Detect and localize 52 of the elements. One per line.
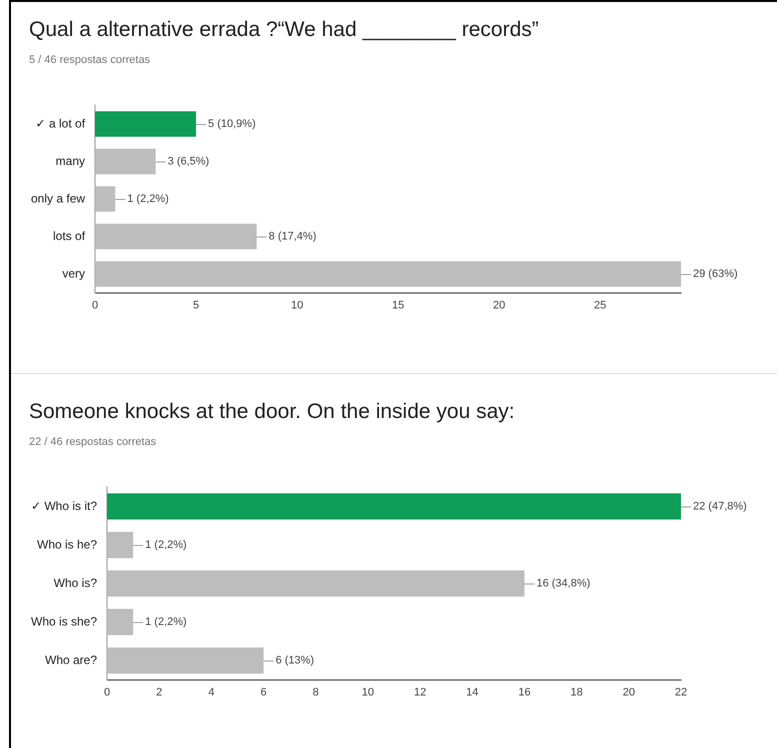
x-tick-label: 8 (312, 686, 319, 698)
x-tick-label: 10 (290, 299, 304, 312)
y-tick-label: very (62, 266, 86, 280)
data-label: 22 (47,8%) (693, 500, 747, 512)
chart-subtitle: 22 / 46 respostas corretas (29, 436, 158, 448)
chart-title: Someone knocks at the door. On the inside you say: (29, 400, 516, 424)
x-tick-label: 22 (674, 686, 688, 698)
bar (107, 608, 134, 636)
bar (107, 647, 264, 674)
y-tick-label: only a few (31, 191, 86, 206)
x-tick-label: 18 (570, 686, 583, 698)
data-label: 1 (2,2%) (145, 616, 187, 628)
bar (107, 532, 134, 558)
x-tick-label: 12 (414, 686, 426, 698)
y-tick-label: ✓ a lot of (36, 116, 86, 130)
y-tick-label: lots of (53, 228, 86, 243)
x-tick-label: 10 (362, 686, 374, 698)
data-label: 29 (63%) (693, 268, 738, 280)
x-tick-label: 20 (493, 299, 506, 312)
y-tick-label: many (56, 154, 86, 168)
y-tick-label: ✓ Who is it? (31, 498, 98, 513)
bar (95, 148, 156, 174)
x-tick-label: 4 (208, 686, 214, 698)
bar (95, 261, 681, 287)
bar (107, 570, 524, 597)
x-tick-label: 0 (92, 299, 98, 312)
y-tick-label: Who is? (54, 576, 98, 590)
y-tick-label: Who are? (45, 652, 98, 667)
bar (95, 186, 116, 212)
x-tick-label: 20 (622, 686, 635, 698)
bar (107, 493, 681, 520)
data-label: 1 (2,2%) (145, 539, 187, 552)
x-tick-label: 5 (192, 299, 200, 312)
x-tick-label: 15 (392, 299, 404, 312)
y-tick-label: Who is she? (31, 614, 98, 628)
bar (95, 224, 257, 250)
x-tick-label: 6 (260, 686, 267, 698)
data-label: 16 (34,8%) (536, 578, 590, 590)
x-tick-label: 14 (466, 686, 478, 698)
data-label: 6 (13%) (276, 654, 314, 667)
x-tick-label: 0 (104, 686, 110, 698)
chart-title: Qual a alternative errada ?“We had ________ records” (29, 18, 540, 42)
data-label: 5 (10,9%) (208, 118, 256, 130)
data-label: 8 (17,4%) (268, 230, 316, 243)
y-tick-label: Who is he? (37, 537, 98, 552)
data-label: 3 (6,5%) (168, 156, 210, 168)
data-label: 1 (2,2%) (127, 193, 169, 206)
bar (95, 111, 196, 137)
x-tick-label: 2 (156, 686, 162, 698)
x-tick-label: 25 (594, 299, 606, 312)
chart-subtitle: 5 / 46 respostas corretas (29, 54, 152, 66)
x-tick-label: 16 (518, 686, 531, 698)
